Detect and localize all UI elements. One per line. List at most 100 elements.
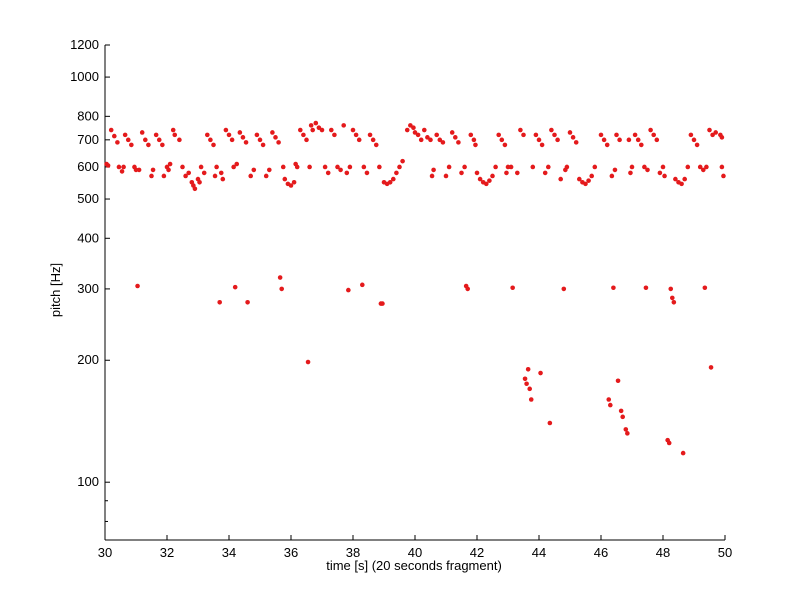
data-point [583, 181, 588, 187]
data-point [167, 161, 173, 167]
data-point [197, 179, 202, 185]
data-point [570, 135, 576, 140]
data-point [211, 142, 216, 148]
data-point [688, 132, 694, 138]
data-point [415, 132, 421, 138]
data-point [277, 275, 283, 280]
data-point [446, 164, 452, 170]
data-point [701, 167, 706, 173]
data-point [180, 164, 185, 170]
data-point [319, 127, 325, 133]
data-point [304, 137, 309, 143]
data-point [671, 300, 677, 305]
data-point [666, 440, 672, 446]
data-point [404, 127, 410, 133]
data-point [635, 137, 641, 143]
y-tick-label: 1200 [70, 37, 99, 52]
data-point [615, 378, 621, 384]
x-tick-label: 42 [470, 545, 484, 560]
data-point [136, 167, 142, 173]
data-point [586, 178, 591, 183]
data-point [347, 164, 353, 170]
x-tick-label: 36 [284, 545, 298, 560]
data-point [231, 164, 236, 170]
data-point [558, 176, 563, 182]
data-point [108, 127, 114, 133]
data-point [604, 142, 610, 148]
data-point [577, 176, 582, 182]
y-tick-label: 100 [77, 474, 99, 489]
data-point [708, 365, 714, 370]
data-point [474, 170, 480, 176]
data-point [459, 170, 464, 176]
data-point [525, 366, 531, 372]
data-point [429, 173, 435, 179]
data-point [232, 284, 238, 290]
data-point [440, 140, 446, 145]
data-point [528, 397, 534, 402]
x-tick-label: 32 [160, 545, 174, 560]
data-point [276, 140, 281, 145]
data-point [217, 300, 222, 305]
data-point [713, 130, 718, 135]
data-point [125, 137, 131, 143]
data-point [632, 132, 638, 138]
data-point [522, 376, 528, 382]
data-point [397, 164, 402, 170]
data-point [325, 170, 331, 176]
data-point [116, 164, 122, 170]
data-point [353, 132, 359, 138]
data-point [673, 176, 678, 182]
data-point [350, 127, 356, 133]
data-point [400, 158, 405, 164]
data-point [223, 127, 229, 133]
data-point [332, 132, 337, 138]
y-tick-label: 200 [77, 352, 99, 367]
data-point [487, 178, 492, 183]
data-point [282, 176, 288, 182]
data-point [626, 137, 632, 143]
data-point [270, 130, 275, 135]
data-point [561, 286, 567, 292]
data-point [139, 130, 145, 135]
data-point [660, 164, 666, 170]
data-point [344, 170, 350, 176]
data-point [493, 164, 498, 170]
data-point [245, 300, 250, 305]
data-point [617, 137, 622, 143]
data-point [573, 140, 579, 145]
data-point [143, 137, 148, 143]
data-point [648, 127, 653, 133]
data-point [341, 123, 347, 128]
data-point [490, 173, 495, 179]
data-point [338, 167, 343, 173]
data-point [373, 142, 379, 148]
data-point [307, 164, 312, 170]
x-tick-label: 38 [346, 545, 360, 560]
y-tick-label: 800 [77, 108, 99, 123]
data-point [294, 164, 300, 170]
data-point [322, 164, 328, 170]
data-point [536, 137, 542, 143]
data-point [609, 173, 615, 179]
data-point [598, 132, 604, 138]
data-point [418, 137, 424, 143]
data-point [308, 123, 314, 128]
data-point [515, 170, 520, 176]
y-tick-label: 1000 [70, 69, 99, 84]
data-point [177, 137, 182, 143]
data-point [642, 164, 647, 170]
data-point [521, 132, 526, 138]
data-point [301, 132, 306, 138]
data-point [234, 161, 240, 167]
data-point [468, 132, 474, 138]
data-point [161, 173, 167, 179]
data-point [465, 286, 471, 292]
data-point [280, 164, 286, 170]
y-tick-label: 600 [77, 159, 99, 174]
data-point [160, 142, 165, 148]
data-point [685, 164, 691, 170]
data-point [552, 132, 557, 138]
data-point [628, 170, 633, 176]
